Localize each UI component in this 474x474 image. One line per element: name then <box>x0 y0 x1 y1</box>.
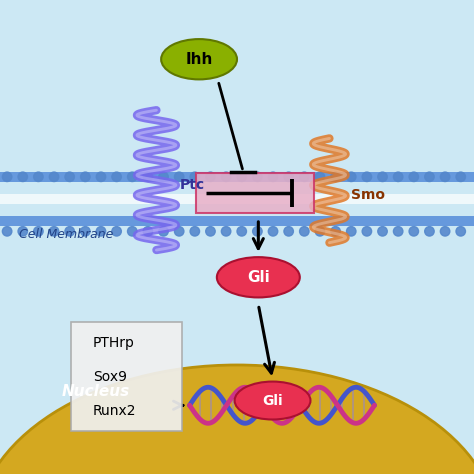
Text: Ptc: Ptc <box>180 178 205 192</box>
Circle shape <box>268 172 278 182</box>
Circle shape <box>128 227 137 236</box>
Circle shape <box>425 227 434 236</box>
Circle shape <box>128 172 137 182</box>
Circle shape <box>2 227 12 236</box>
Circle shape <box>112 227 121 236</box>
Text: Gli: Gli <box>247 270 270 285</box>
Circle shape <box>300 227 309 236</box>
Text: Sox9: Sox9 <box>92 370 127 384</box>
Circle shape <box>221 172 231 182</box>
Circle shape <box>49 172 59 182</box>
Circle shape <box>81 227 90 236</box>
Circle shape <box>268 227 278 236</box>
Circle shape <box>362 172 372 182</box>
FancyBboxPatch shape <box>71 322 182 431</box>
Ellipse shape <box>235 382 310 419</box>
Circle shape <box>409 227 419 236</box>
Circle shape <box>440 172 450 182</box>
Circle shape <box>81 172 90 182</box>
Circle shape <box>315 172 325 182</box>
Circle shape <box>346 172 356 182</box>
Circle shape <box>159 172 168 182</box>
Circle shape <box>393 172 403 182</box>
Circle shape <box>174 172 184 182</box>
Circle shape <box>378 227 387 236</box>
Circle shape <box>206 172 215 182</box>
Circle shape <box>159 227 168 236</box>
Circle shape <box>409 172 419 182</box>
Text: Cell Membrane: Cell Membrane <box>19 228 113 241</box>
Circle shape <box>65 227 74 236</box>
Circle shape <box>96 172 106 182</box>
Circle shape <box>362 227 372 236</box>
Circle shape <box>378 172 387 182</box>
Circle shape <box>284 172 293 182</box>
Circle shape <box>253 172 262 182</box>
Circle shape <box>300 172 309 182</box>
Circle shape <box>49 227 59 236</box>
Bar <box>0 172 474 182</box>
Circle shape <box>143 172 153 182</box>
Circle shape <box>65 172 74 182</box>
Circle shape <box>440 227 450 236</box>
Bar <box>0 194 474 204</box>
Text: PTHrp: PTHrp <box>92 336 135 350</box>
Text: Runx2: Runx2 <box>92 404 136 418</box>
Circle shape <box>237 172 246 182</box>
Ellipse shape <box>217 257 300 298</box>
Circle shape <box>425 172 434 182</box>
Circle shape <box>331 227 340 236</box>
Circle shape <box>206 227 215 236</box>
Circle shape <box>190 172 200 182</box>
Circle shape <box>346 227 356 236</box>
Text: Smo: Smo <box>351 188 385 202</box>
Bar <box>0 216 474 226</box>
Text: Ihh: Ihh <box>185 52 213 67</box>
Circle shape <box>174 227 184 236</box>
Circle shape <box>315 227 325 236</box>
Circle shape <box>2 172 12 182</box>
Circle shape <box>190 227 200 236</box>
Circle shape <box>284 227 293 236</box>
Circle shape <box>143 227 153 236</box>
Circle shape <box>18 227 27 236</box>
Circle shape <box>456 227 465 236</box>
Text: Nucleus: Nucleus <box>62 383 130 399</box>
Circle shape <box>331 172 340 182</box>
Circle shape <box>253 227 262 236</box>
Ellipse shape <box>0 365 474 474</box>
Circle shape <box>221 227 231 236</box>
Text: Gli: Gli <box>262 393 283 408</box>
Circle shape <box>393 227 403 236</box>
Circle shape <box>96 227 106 236</box>
Circle shape <box>34 227 43 236</box>
Ellipse shape <box>161 39 237 79</box>
Circle shape <box>456 172 465 182</box>
Circle shape <box>34 172 43 182</box>
Circle shape <box>18 172 27 182</box>
Circle shape <box>237 227 246 236</box>
FancyBboxPatch shape <box>196 173 314 213</box>
Circle shape <box>112 172 121 182</box>
